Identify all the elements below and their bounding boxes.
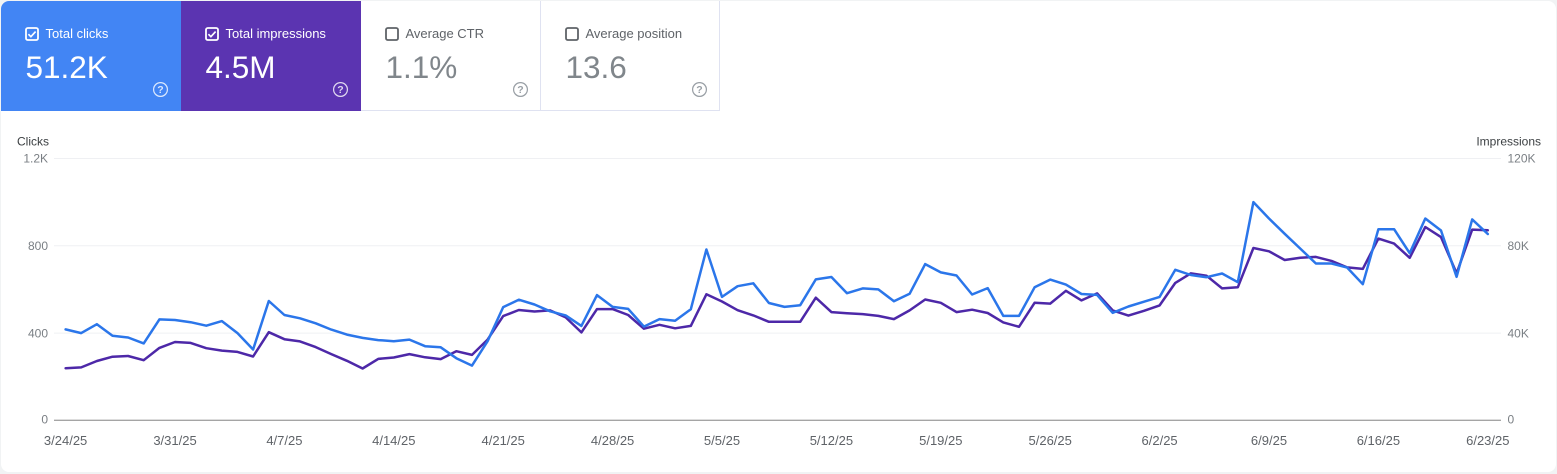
svg-text:?: ? [337, 84, 343, 96]
svg-text:4/7/25: 4/7/25 [266, 433, 302, 448]
svg-text:80K: 80K [1508, 239, 1529, 253]
svg-text:Impressions: Impressions [1476, 135, 1541, 149]
svg-text:4/28/25: 4/28/25 [591, 433, 634, 448]
svg-text:5/19/25: 5/19/25 [919, 433, 962, 448]
svg-text:4/14/25: 4/14/25 [372, 433, 415, 448]
svg-text:5/12/25: 5/12/25 [810, 433, 853, 448]
svg-text:5/5/25: 5/5/25 [704, 433, 740, 448]
svg-text:?: ? [517, 84, 523, 96]
svg-text:Clicks: Clicks [17, 135, 49, 149]
svg-text:6/23/25: 6/23/25 [1466, 433, 1509, 448]
svg-text:?: ? [696, 84, 702, 96]
svg-text:6/2/25: 6/2/25 [1142, 433, 1178, 448]
svg-text:1.2K: 1.2K [23, 152, 48, 166]
svg-text:4/21/25: 4/21/25 [482, 433, 525, 448]
svg-text:3/31/25: 3/31/25 [153, 433, 196, 448]
svg-text:6/16/25: 6/16/25 [1357, 433, 1400, 448]
svg-text:0: 0 [1508, 413, 1515, 427]
svg-text:6/9/25: 6/9/25 [1251, 433, 1287, 448]
svg-text:800: 800 [28, 239, 48, 253]
svg-text:5/26/25: 5/26/25 [1029, 433, 1072, 448]
svg-text:?: ? [157, 84, 163, 96]
svg-text:3/24/25: 3/24/25 [44, 433, 87, 448]
svg-text:120K: 120K [1508, 152, 1536, 166]
svg-text:0: 0 [41, 413, 48, 427]
svg-text:40K: 40K [1508, 326, 1529, 340]
svg-text:400: 400 [28, 326, 48, 340]
